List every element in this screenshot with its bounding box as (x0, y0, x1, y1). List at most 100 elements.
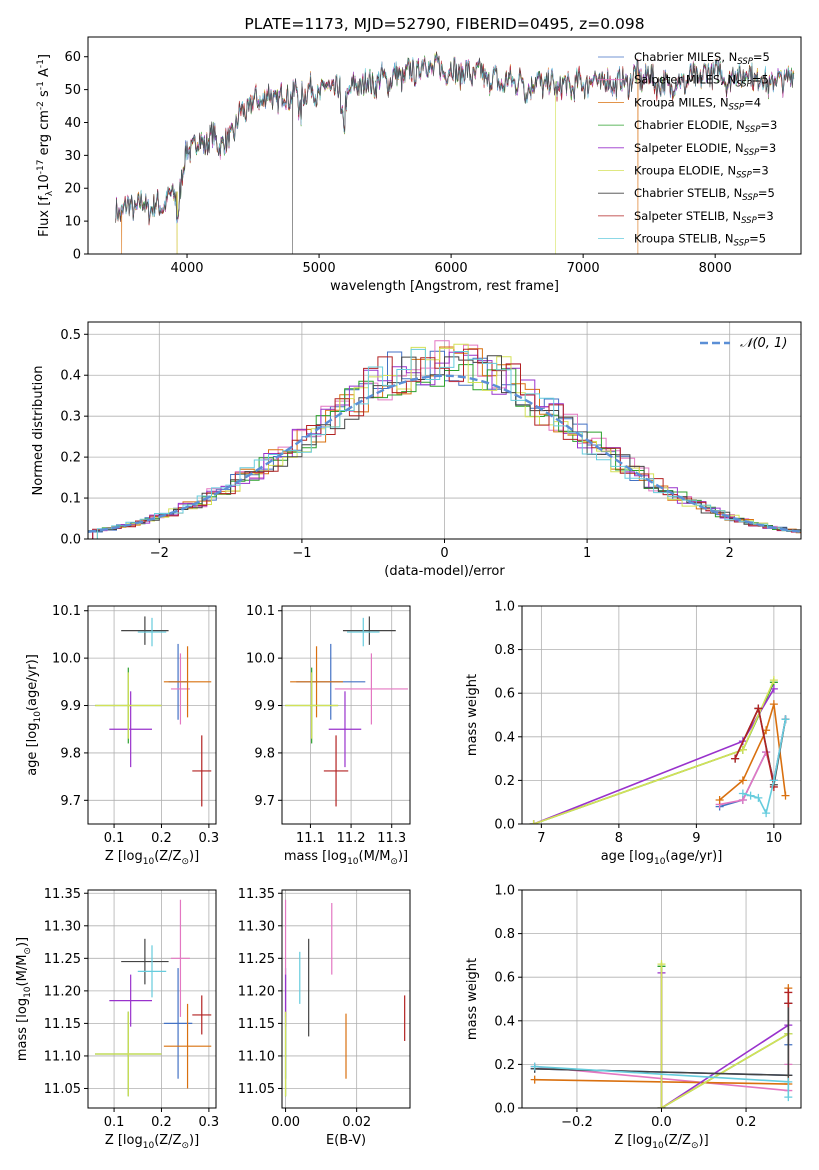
legend-sub: SSP (736, 80, 752, 90)
y-tick-label: 0.5 (60, 328, 81, 343)
y-tick-label: 9.9 (60, 699, 81, 714)
legend-sub: SSP (745, 125, 761, 135)
y-tick-label: 0.4 (494, 730, 515, 745)
x-axis-label: Z [log10(Z/Z⊙)] (614, 1133, 708, 1151)
x-tick-label: 4000 (170, 261, 203, 276)
axes-frame (521, 605, 802, 825)
plot-area (88, 340, 801, 539)
legend-tail: =5 (749, 232, 766, 246)
x-axis-label: E(B-V) (326, 1133, 366, 1148)
x-tick-label: 10 (766, 831, 783, 846)
label-span: (M/M (359, 849, 391, 864)
label-span: -17 (36, 160, 46, 175)
legend-entry: Chabrier MILES, NSSP=5 (634, 50, 770, 67)
plot-area (95, 899, 212, 1097)
label-span: λ (45, 190, 55, 196)
y-tick-label: 9.8 (60, 746, 81, 761)
normal-curve (88, 374, 801, 533)
legend-tail: =5 (753, 50, 770, 64)
weight-marker (769, 700, 778, 709)
label-span: ⊙ (181, 1141, 189, 1151)
y-axis-label: mass weight (465, 958, 480, 1040)
weight-marker (762, 809, 771, 818)
label-span: -1 (36, 81, 46, 90)
label-span: )] (189, 1133, 199, 1148)
y-tick-label: 0.0 (494, 1102, 515, 1117)
label-span: A (37, 68, 52, 81)
label-span: -2 (36, 101, 46, 110)
histogram-step (88, 355, 801, 539)
label-span: wavelength [Angstrom, rest frame] (330, 279, 559, 294)
weight-marker (784, 999, 793, 1008)
axes-frame (281, 889, 411, 1109)
x-tick-label: 8 (615, 831, 623, 846)
weight-marker (746, 791, 755, 800)
x-tick-label: 0.0 (651, 1115, 672, 1130)
y-tick-label: 9.8 (254, 746, 275, 761)
label-span: 10 (654, 857, 666, 867)
label-span: (M/M (15, 955, 30, 987)
x-tick-label: 0.1 (104, 1115, 125, 1130)
label-span: (Z/Z (664, 1133, 691, 1148)
weight-marker (657, 960, 666, 969)
y-tick-label: 0.4 (60, 369, 81, 384)
y-axis-label: mass [log10(M/M⊙)] (15, 937, 33, 1061)
y-axis-label: mass weight (465, 674, 480, 756)
y-tick-label: 0.4 (494, 1014, 515, 1029)
legend-sub: SSP (729, 102, 745, 112)
label-span: E(B-V) (326, 1133, 366, 1148)
label-span: (age/yr)] (665, 849, 722, 864)
y-tick-label: 40 (64, 116, 81, 131)
weight-marker (738, 776, 747, 785)
label-span: ] (37, 54, 52, 59)
weight-marker (784, 988, 793, 997)
label-span: )] (15, 937, 30, 947)
legend-text: Chabrier MILES, N (634, 50, 737, 64)
label-span: )] (189, 849, 199, 864)
label-span: age [log (25, 723, 40, 776)
label-span: ⊙ (691, 1141, 699, 1151)
panel-age-vs-Z: 0.1 0.2 0.39.79.89.910.010.1Z [log10(Z/Z⊙)… (25, 604, 219, 867)
weight-marker (754, 704, 763, 713)
label-span: 10 (143, 1141, 155, 1151)
label-span: ⊙ (390, 857, 398, 867)
x-axis-label: (data-model)/error (384, 564, 505, 579)
y-tick-label: 0.6 (494, 687, 515, 702)
weight-marker (769, 776, 778, 785)
histogram-step (92, 348, 801, 539)
weight-line (719, 703, 787, 801)
x-tick-label: 0.3 (199, 831, 220, 846)
x-tick-label: 0.1 (104, 831, 125, 846)
label-span: (data-model)/error (384, 564, 505, 579)
label-span: 10 (652, 1141, 664, 1151)
weight-marker (769, 676, 778, 685)
legend-text: Salpeter MILES, N (634, 73, 736, 87)
plot-area (95, 616, 212, 807)
label-span: s (37, 90, 52, 101)
legend-entry: Kroupa ELODIE, NSSP=3 (634, 164, 769, 181)
legend-tail: =3 (759, 141, 776, 155)
y-tick-label: 1.0 (494, 600, 515, 615)
x-tick-label: −0.2 (561, 1115, 593, 1130)
y-tick-label: 11.15 (44, 1017, 81, 1032)
y-tick-label: 9.7 (254, 794, 275, 809)
x-tick-label: 6000 (435, 261, 468, 276)
histogram-step (96, 343, 801, 539)
y-tick-label: 0.0 (60, 533, 81, 548)
x-tick-label: 2 (726, 546, 734, 561)
x-tick-label: 11.3 (377, 831, 406, 846)
y-axis-label: age [log10(age/yr)] (25, 654, 43, 776)
panel-mass-vs-EBV: 0.00 0.02 11.05 11.10 11.15 11.20 11.25 11.30 11… (238, 887, 411, 1148)
label-span: Z [log (105, 849, 143, 864)
legend-sub: SSP (736, 171, 752, 181)
histogram-step (96, 346, 801, 539)
y-tick-label: 0.3 (60, 410, 81, 425)
weight-marker (530, 1062, 539, 1071)
y-tick-label: 11.10 (44, 1049, 81, 1064)
legend-text: Kroupa ELODIE, N (634, 164, 736, 178)
label-span: Z [log (614, 1133, 652, 1148)
y-tick-label: 0.6 (494, 971, 515, 986)
